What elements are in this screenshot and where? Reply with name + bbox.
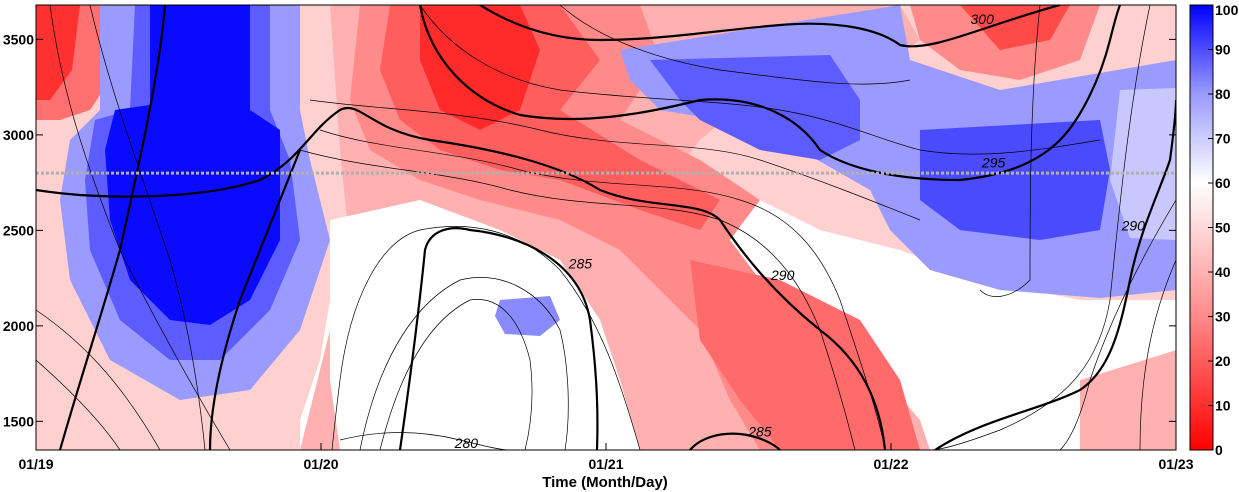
contour-thin (331, 226, 641, 450)
contour-label: 285 (568, 256, 593, 272)
colorbar-tick-label: 50 (1215, 220, 1231, 236)
y-tick-label: 3000 (3, 127, 34, 143)
contour-thin (1059, 199, 1176, 450)
colorbar-tick-label: 70 (1215, 131, 1231, 147)
contour-thick (208, 149, 302, 450)
field-top-right-red-core (960, 5, 1070, 50)
colorbar-tick-label: 40 (1215, 264, 1231, 280)
x-axis-title: Time (Month/Day) (542, 474, 668, 491)
x-tick-label: 01/22 (873, 456, 908, 472)
colorbar-tick-label: 80 (1215, 86, 1231, 102)
contour-thin (339, 432, 511, 450)
contour-labels: 300 295 290 290 285 285 280 (454, 11, 1146, 451)
contour-thick (934, 99, 1176, 450)
contour-thin (929, 5, 1151, 450)
contour-thin (36, 359, 121, 450)
contour-thick (689, 432, 781, 450)
colorbar-tick-label: 10 (1215, 398, 1231, 414)
contour-thin (1139, 259, 1176, 450)
colorbar-ticks: 0 10 20 30 40 50 60 70 80 90 100 (1208, 2, 1239, 458)
colorbar-tick-label: 100 (1215, 2, 1239, 18)
contour-label: 300 (971, 11, 995, 27)
y-tick-label: 3500 (3, 31, 34, 47)
contour-label: 280 (454, 435, 479, 451)
contour-thin (979, 5, 1041, 297)
contour-thick (418, 5, 1122, 182)
colorbar-tick-label: 20 (1215, 353, 1231, 369)
x-tick-label: 01/19 (18, 456, 53, 472)
field-white-zone (330, 200, 620, 450)
contour-thin (89, 5, 206, 450)
contour-thick (479, 5, 1061, 48)
contour-thin (419, 5, 1101, 155)
contour-thick (58, 5, 167, 450)
field-red-core (420, 5, 540, 130)
contour-thick (36, 107, 887, 450)
colorbar-tick-label: 0 (1215, 442, 1223, 458)
colorbar-tick-label: 30 (1215, 309, 1231, 325)
field-white-right (880, 270, 1176, 380)
colorbar: 0 10 20 30 40 50 60 70 80 90 100 (1189, 2, 1239, 458)
contour-thin (559, 5, 911, 85)
y-tick-label: 1500 (3, 413, 34, 429)
field-right-white-gap (1110, 88, 1176, 240)
contours (36, 5, 1176, 450)
contour-label: 285 (747, 424, 772, 440)
contour-thin (359, 277, 569, 450)
field-right-blue-mid-2 (920, 120, 1110, 240)
colorbar-tick-label: 60 (1215, 175, 1231, 191)
contour-label: 295 (981, 154, 1006, 170)
color-field (36, 5, 1176, 450)
x-tick-label: 01/23 (1158, 456, 1193, 472)
contour-label: 290 (770, 267, 795, 283)
x-axis: 01/19 01/20 01/21 01/22 01/23 (18, 443, 1194, 472)
contour-thin (379, 299, 533, 450)
contour-thin (309, 99, 921, 221)
contour-thick (398, 227, 599, 450)
field-left-blue-core (105, 5, 280, 325)
y-axis: 1500 2000 2500 3000 3500 (3, 31, 1176, 429)
y-tick-label: 2000 (3, 318, 34, 334)
contour-thin (319, 129, 886, 450)
field-lower-right-red (690, 260, 920, 450)
colorbar-tick-label: 90 (1215, 42, 1231, 58)
x-tick-label: 01/21 (588, 456, 623, 472)
x-tick-label: 01/20 (303, 456, 338, 472)
contour-thin (36, 309, 161, 450)
y-tick-label: 2500 (3, 222, 34, 238)
field-bottom-right-pink (1080, 350, 1176, 450)
contour-label: 290 (1121, 217, 1146, 233)
